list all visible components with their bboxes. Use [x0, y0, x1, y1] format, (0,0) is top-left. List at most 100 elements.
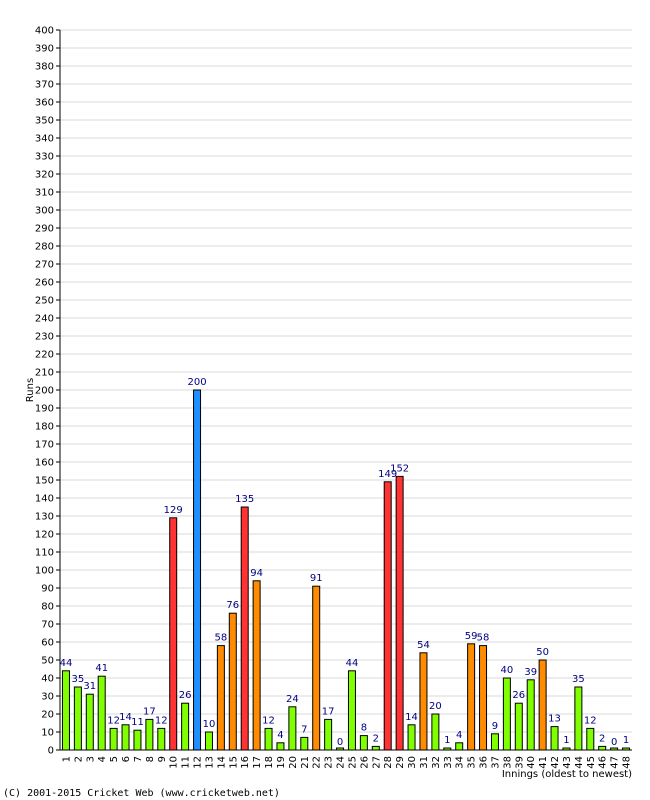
bar-value-label: 200	[187, 377, 206, 388]
x-tick-label: 18	[264, 756, 275, 769]
bar	[359, 735, 368, 751]
y-tick-label: 350	[35, 116, 54, 127]
bar-value-label: 14	[405, 712, 418, 723]
bar-value-label: 26	[179, 690, 192, 701]
bar	[395, 475, 404, 751]
x-tick-label: 29	[395, 756, 406, 769]
x-tick-label: 23	[324, 756, 335, 769]
x-tick-label: 34	[455, 756, 466, 769]
bar-value-label: 129	[164, 505, 183, 516]
x-tick-label: 38	[502, 756, 513, 769]
y-tick-label: 40	[41, 674, 54, 685]
bar-value-label: 0	[611, 737, 617, 748]
bar	[598, 745, 607, 751]
y-tick-label: 160	[35, 458, 54, 469]
x-tick-label: 41	[538, 756, 549, 769]
bar	[419, 652, 428, 751]
bar-value-label: 2	[373, 733, 379, 744]
bar	[181, 702, 190, 751]
y-tick-label: 260	[35, 278, 54, 289]
bar-value-label: 40	[501, 665, 514, 676]
x-tick-label: 43	[562, 756, 573, 769]
y-tick-label: 230	[35, 332, 54, 343]
y-tick-label: 170	[35, 440, 54, 451]
bar	[109, 727, 118, 751]
x-tick-label: 42	[550, 756, 561, 769]
y-tick-label: 240	[35, 314, 54, 325]
bar	[264, 727, 273, 751]
x-tick-label: 31	[419, 756, 430, 769]
x-tick-label: 8	[145, 756, 156, 762]
bar-value-label: 17	[322, 706, 335, 717]
bar-value-label: 44	[346, 658, 359, 669]
bar-value-label: 13	[548, 714, 561, 725]
x-tick-label: 17	[252, 756, 263, 769]
bar-value-label: 10	[203, 719, 216, 730]
x-tick-label: 45	[586, 756, 597, 769]
x-tick-label: 25	[347, 756, 358, 769]
bar	[216, 645, 225, 751]
y-tick-label: 150	[35, 476, 54, 487]
y-tick-label: 310	[35, 188, 54, 199]
x-tick-label: 46	[598, 756, 609, 769]
y-tick-label: 190	[35, 404, 54, 415]
bar-value-label: 12	[107, 715, 120, 726]
x-tick-label: 39	[514, 756, 525, 769]
x-tick-label: 40	[526, 756, 537, 769]
y-tick-label: 20	[41, 710, 54, 721]
x-tick-label: 22	[312, 756, 323, 769]
bar-value-label: 94	[250, 568, 263, 579]
bar	[276, 742, 285, 751]
bar-value-label: 4	[456, 730, 462, 741]
bar-value-label: 50	[536, 647, 549, 658]
y-tick-label: 60	[41, 638, 54, 649]
bar-value-label: 12	[262, 715, 275, 726]
bar-value-label: 39	[524, 667, 537, 678]
bar-value-label: 1	[623, 735, 629, 746]
x-tick-label: 4	[97, 756, 108, 762]
y-tick-label: 300	[35, 206, 54, 217]
x-tick-label: 6	[121, 756, 132, 762]
bar	[288, 706, 297, 751]
y-tick-label: 80	[41, 602, 54, 613]
bar	[228, 612, 237, 751]
bar	[61, 670, 70, 751]
bar	[73, 686, 82, 751]
y-tick-label: 0	[48, 746, 54, 757]
y-tick-label: 130	[35, 512, 54, 523]
y-tick-label: 320	[35, 170, 54, 181]
bar-value-label: 12	[155, 715, 168, 726]
x-tick-label: 11	[181, 756, 192, 769]
bar-value-label: 2	[599, 733, 605, 744]
bar-value-label: 41	[95, 663, 108, 674]
y-tick-label: 120	[35, 530, 54, 541]
x-tick-label: 48	[622, 756, 633, 769]
bar-value-label: 20	[429, 701, 442, 712]
bar-value-label: 58	[477, 633, 490, 644]
bar	[526, 679, 535, 751]
axes	[59, 30, 632, 751]
bar-value-label: 35	[72, 674, 85, 685]
x-tick-label: 27	[371, 756, 382, 769]
bar	[431, 713, 440, 751]
bar-value-label: 91	[310, 573, 323, 584]
y-axis-ticks: 0 10 20 30 40 50 60 70 80 90 100 110 120 130 140 150 160…	[35, 26, 60, 757]
bar	[193, 389, 202, 751]
y-tick-label: 280	[35, 242, 54, 253]
y-tick-label: 210	[35, 368, 54, 379]
bar	[97, 675, 106, 751]
bar-value-label: 135	[235, 494, 254, 505]
bar-value-label: 7	[301, 724, 307, 735]
bar	[204, 731, 213, 751]
copyright-footer: (C) 2001-2015 Cricket Web (www.cricketwe…	[3, 788, 280, 799]
x-tick-label: 1	[61, 756, 72, 762]
x-tick-label: 33	[443, 756, 454, 769]
x-tick-label: 30	[407, 756, 418, 769]
y-tick-label: 100	[35, 566, 54, 577]
x-tick-label: 28	[383, 756, 394, 769]
x-tick-label: 36	[479, 756, 490, 769]
x-tick-label: 9	[157, 756, 168, 762]
x-tick-label: 12	[193, 756, 204, 769]
